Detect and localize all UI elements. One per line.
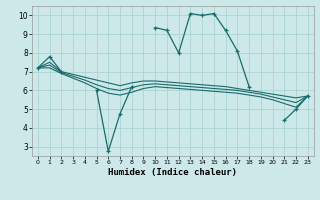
X-axis label: Humidex (Indice chaleur): Humidex (Indice chaleur) [108,168,237,177]
